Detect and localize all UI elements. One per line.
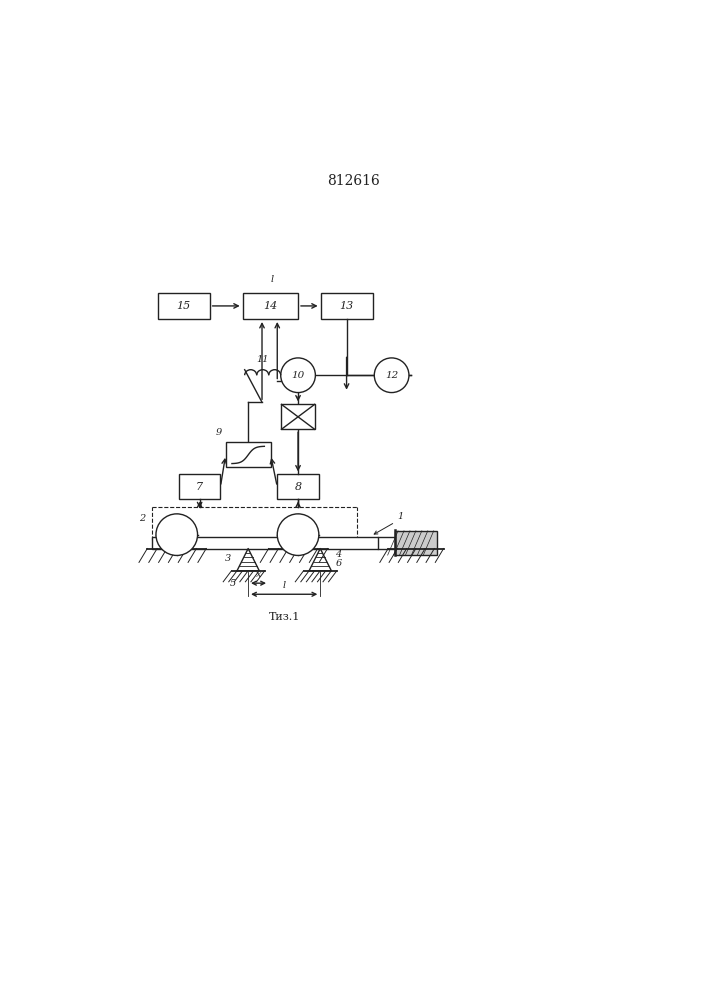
Circle shape	[277, 514, 319, 555]
Bar	[153, 537, 378, 549]
Bar	[243, 293, 298, 319]
Bar	[395, 531, 437, 555]
Text: l: l	[283, 581, 286, 590]
Text: 7: 7	[196, 482, 203, 492]
Text: 6: 6	[336, 559, 341, 568]
Text: 13: 13	[339, 301, 354, 311]
Bar	[158, 293, 210, 319]
Text: 1: 1	[397, 512, 404, 521]
Circle shape	[156, 514, 197, 555]
Text: 5: 5	[230, 579, 236, 588]
Text: 10: 10	[291, 371, 305, 380]
Text: 812616: 812616	[327, 174, 380, 188]
Text: 3: 3	[225, 554, 230, 563]
Circle shape	[374, 358, 409, 393]
Text: 8: 8	[295, 482, 302, 492]
Bar	[277, 474, 319, 499]
Bar	[179, 474, 221, 499]
Text: x: x	[256, 570, 262, 579]
Bar	[281, 404, 315, 429]
Text: 2: 2	[139, 514, 146, 523]
Text: Τиз.1: Τиз.1	[269, 612, 300, 622]
Text: 14: 14	[263, 301, 277, 311]
Bar	[226, 442, 271, 467]
Circle shape	[281, 358, 315, 393]
Bar	[395, 531, 437, 555]
Text: 15: 15	[177, 301, 191, 311]
Bar	[320, 293, 373, 319]
Text: 11: 11	[257, 355, 269, 364]
Text: l: l	[271, 275, 274, 284]
Text: 12: 12	[385, 371, 398, 380]
Text: 9: 9	[216, 428, 222, 437]
Text: 4: 4	[336, 550, 341, 559]
